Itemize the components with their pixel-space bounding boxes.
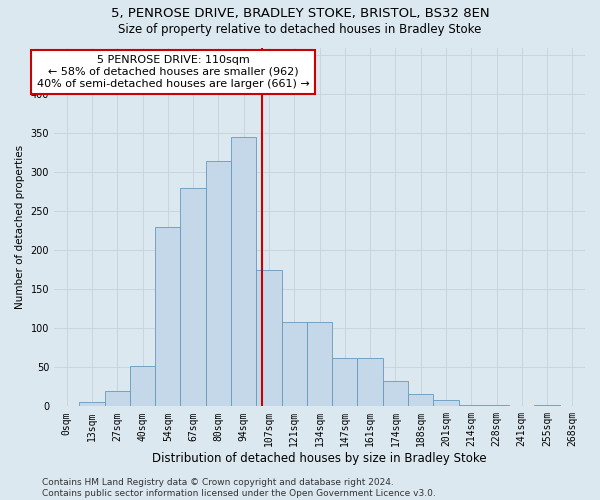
Bar	[155, 227, 181, 406]
Bar	[79, 402, 104, 406]
Bar	[383, 382, 408, 406]
Bar	[104, 390, 130, 406]
Text: 5 PENROSE DRIVE: 110sqm
← 58% of detached houses are smaller (962)
40% of semi-d: 5 PENROSE DRIVE: 110sqm ← 58% of detache…	[37, 56, 309, 88]
Text: 5, PENROSE DRIVE, BRADLEY STOKE, BRISTOL, BS32 8EN: 5, PENROSE DRIVE, BRADLEY STOKE, BRISTOL…	[110, 8, 490, 20]
Bar	[307, 322, 332, 406]
X-axis label: Distribution of detached houses by size in Bradley Stoke: Distribution of detached houses by size …	[152, 452, 487, 465]
Bar	[130, 366, 155, 406]
Bar	[358, 358, 383, 406]
Text: Contains HM Land Registry data © Crown copyright and database right 2024.
Contai: Contains HM Land Registry data © Crown c…	[42, 478, 436, 498]
Bar	[332, 358, 358, 406]
Bar	[281, 322, 307, 406]
Bar	[458, 405, 484, 406]
Bar	[181, 188, 206, 406]
Bar	[433, 400, 458, 406]
Bar	[231, 137, 256, 406]
Bar	[206, 160, 231, 406]
Bar	[408, 394, 433, 406]
Text: Size of property relative to detached houses in Bradley Stoke: Size of property relative to detached ho…	[118, 22, 482, 36]
Bar	[256, 270, 281, 406]
Bar	[484, 405, 509, 406]
Y-axis label: Number of detached properties: Number of detached properties	[15, 145, 25, 309]
Bar	[535, 405, 560, 406]
